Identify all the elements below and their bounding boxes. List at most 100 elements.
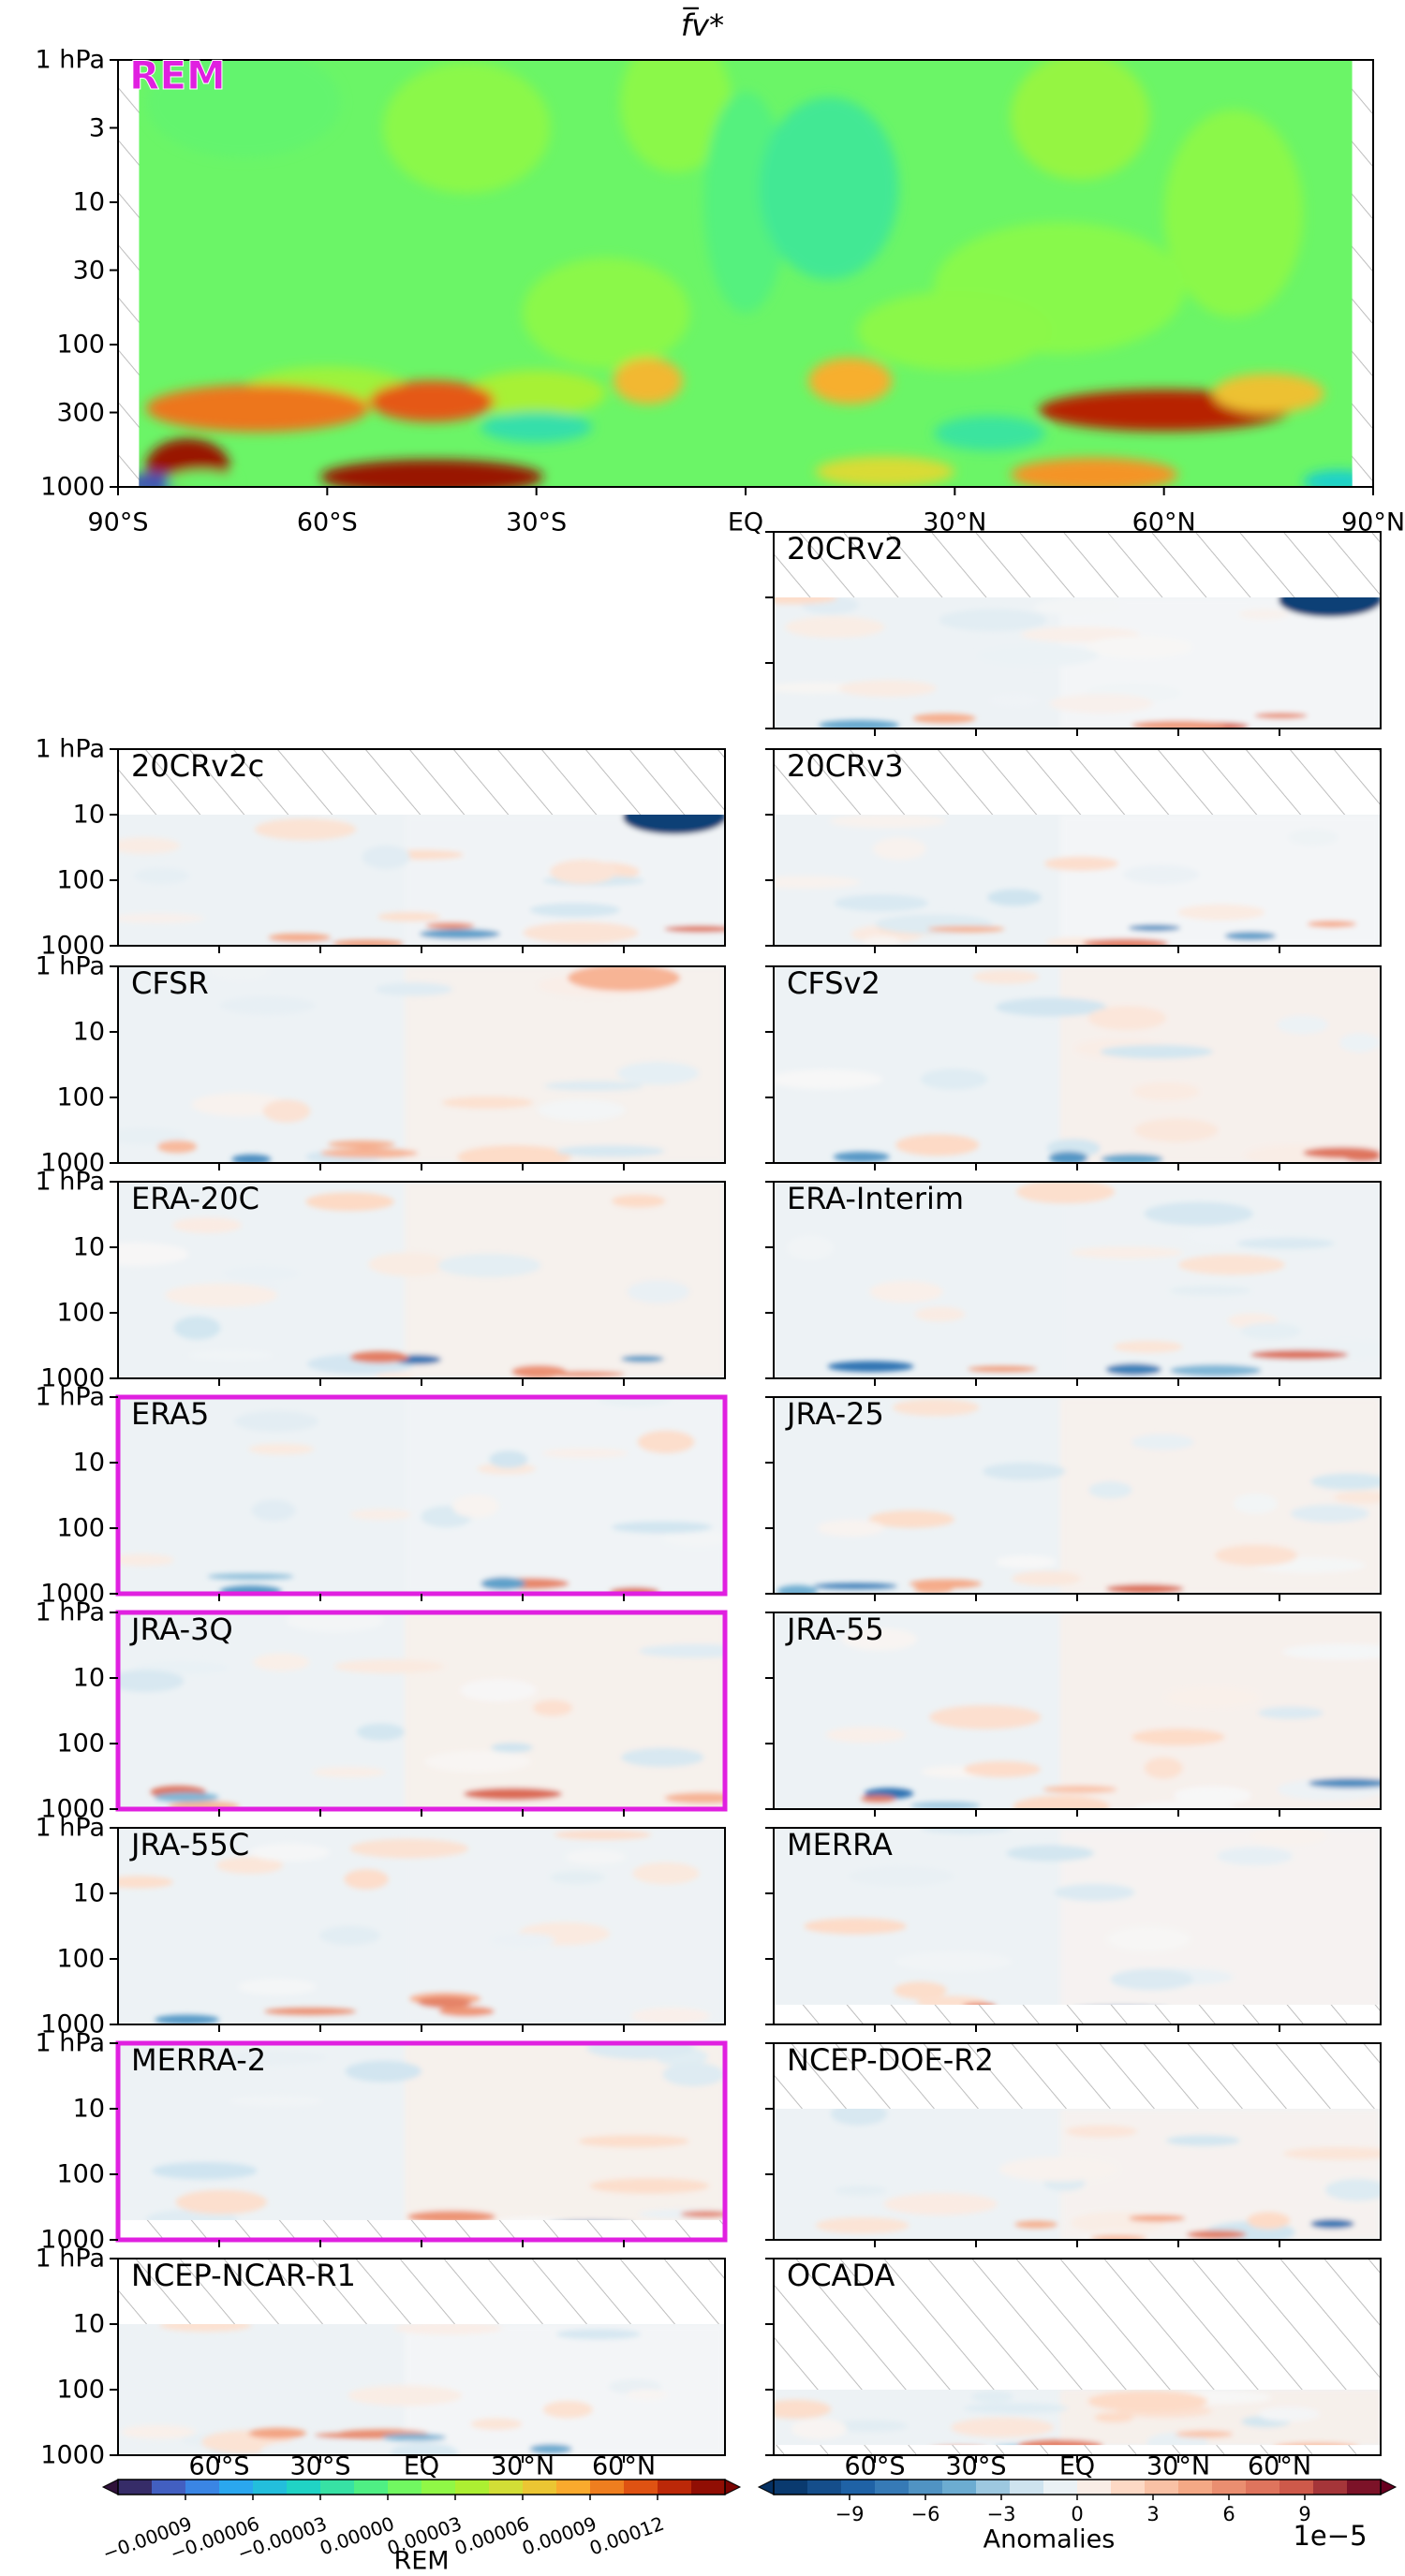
panel-contour: [586, 2043, 695, 2060]
panel-surface-contour: [968, 1365, 1037, 1373]
rem-xtick-label: EQ: [727, 508, 764, 537]
colorbar-segment: [152, 2480, 186, 2495]
panel-contour: [830, 2109, 888, 2126]
panel-surface-contour: [663, 925, 725, 933]
panel-contour: [1177, 1254, 1286, 1275]
panel-field: [118, 1828, 725, 2024]
panel-ytick-label: 1 hPa: [35, 1813, 106, 1843]
panel-contour: [207, 966, 271, 981]
panel-surface-contour: [1128, 2215, 1186, 2222]
panel-contour: [248, 1443, 315, 1455]
panel-contour: [1276, 1015, 1329, 1035]
panel-contour: [1085, 636, 1192, 658]
panel-contour: [1107, 1926, 1191, 1951]
panel-label: OCADA: [787, 2258, 895, 2293]
panel-label: CFSv2: [787, 965, 880, 1001]
panel-CFSv2: [765, 965, 1382, 1170]
colorbar-segment: [1043, 2480, 1078, 2495]
panel-contour: [118, 1243, 189, 1266]
panel-contour: [391, 2442, 459, 2455]
colorbar-segment: [1246, 2480, 1280, 2495]
panel-contour: [1065, 2125, 1138, 2138]
colorbar-segment: [1347, 2480, 1382, 2495]
panel-contour: [253, 1653, 310, 1671]
colorbar-segment: [118, 2480, 153, 2495]
rem-contour-14: [145, 384, 369, 433]
panel-contour: [1338, 1033, 1380, 1052]
rem-field: [139, 60, 1353, 487]
panel-surface-contour: [1250, 1349, 1349, 1360]
panel-ERA-Interim: [765, 1181, 1382, 1386]
panel-surface-contour: [263, 2008, 357, 2015]
rem-ytick-label: 3: [88, 113, 105, 143]
colorbar-anomaly-tick-label: 3: [1146, 2503, 1160, 2525]
panel-contour: [172, 1217, 242, 1233]
rem-contour-17: [1212, 373, 1324, 414]
panel-contour: [118, 837, 181, 854]
colorbar-frame: [117, 2479, 726, 2495]
panel-contour: [637, 1430, 695, 1454]
panel-field: [118, 2043, 725, 2240]
colorbar-anomaly-tick-label: −6: [910, 2503, 940, 2525]
panel-surface-contour: [833, 1152, 890, 1163]
panel-contour: [152, 2162, 258, 2180]
panel-surface-contour: [349, 1351, 409, 1363]
panel-field: [118, 815, 725, 946]
panel-contour: [983, 1462, 1066, 1480]
panel-contour: [470, 2418, 523, 2431]
colorbar-segment: [1178, 2480, 1213, 2495]
panel-surface-contour: [664, 1792, 725, 1804]
colorbar-segment: [1313, 2480, 1348, 2495]
rem-ytick-label: 10: [72, 187, 105, 217]
panel-ytick-label: 10: [72, 2309, 105, 2339]
panel-contour: [817, 1519, 885, 1537]
colorbar-anomaly-tick-label: 9: [1298, 2503, 1311, 2525]
colorbar-segment: [320, 2480, 355, 2495]
panel-contour: [1144, 1201, 1253, 1226]
panel-contour: [1054, 1883, 1135, 1902]
rem-contour-8: [522, 258, 690, 369]
colorbar-anomaly-tick-label: 6: [1222, 2503, 1235, 2525]
colorbar-segment: [185, 2480, 220, 2495]
colorbar-segment: [523, 2480, 557, 2495]
panel-ytick-label: 10: [72, 1878, 105, 1908]
panel-contour: [1087, 2391, 1208, 2412]
colorbar-segment: [691, 2480, 726, 2495]
panel-contour: [1282, 1643, 1381, 1660]
panel-surface-contour: [1043, 1785, 1117, 1793]
panel-contour: [477, 1463, 537, 1475]
panel-ytick-label: 100: [56, 1082, 105, 1112]
panel-ERA-20C: [110, 1181, 726, 1386]
rem-contour-4: [759, 96, 899, 280]
panel-surface-contour: [1082, 938, 1169, 946]
panel-contour: [133, 867, 190, 885]
panel-contour: [894, 1981, 947, 1999]
rem-contour-12: [613, 357, 683, 405]
panel-contour: [662, 1529, 725, 1548]
panel-contour: [118, 1876, 173, 1889]
rem-xtick-label: 90°S: [87, 508, 149, 537]
panel-contour: [216, 1856, 284, 1875]
panel-surface-contour: [1308, 1778, 1381, 1788]
panel-surface-contour: [1048, 1151, 1088, 1163]
panel-contour: [375, 982, 453, 996]
panel-contour: [394, 2324, 503, 2335]
panel-xtick-label: 60°N: [591, 2451, 657, 2481]
panel-ytick-label: 10: [72, 2094, 105, 2124]
panel-contour: [774, 876, 861, 890]
panel-contour: [1043, 856, 1119, 871]
colorbar-segment: [1145, 2480, 1179, 2495]
colorbar-segment: [422, 2480, 456, 2495]
colorbar-segment: [388, 2480, 422, 2495]
panel-contour: [118, 1553, 174, 1567]
panel-contour: [1100, 1044, 1213, 1059]
colorbar-rem-label: REM: [393, 2546, 450, 2576]
panel-ytick-label: 100: [56, 1513, 105, 1543]
panel-contour: [555, 2329, 642, 2340]
panel-contour: [920, 1068, 988, 1090]
panel-contour: [1236, 1237, 1335, 1249]
panel-contour: [1250, 1828, 1328, 1847]
rem-panel: [110, 59, 1374, 495]
panel-contour: [963, 2403, 1069, 2414]
panel-half-tint: [1060, 966, 1381, 1163]
